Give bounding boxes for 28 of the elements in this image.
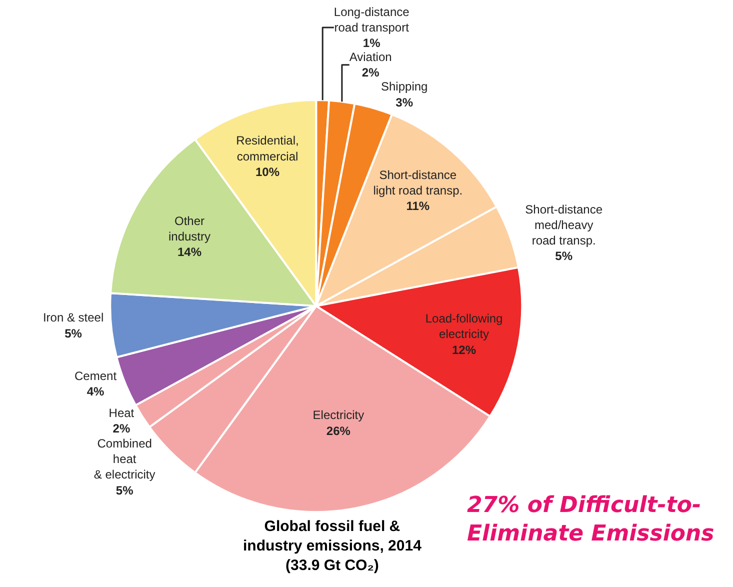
data-label: 10%: [255, 164, 280, 179]
data-label: 1%: [362, 36, 381, 50]
slice-label: Iron & steel: [42, 310, 104, 325]
data-label: 5%: [116, 483, 134, 498]
slice-label: Aviation: [349, 50, 392, 64]
slice-label: Load-following electricity: [425, 312, 503, 342]
text: Global fossil fuel & industry emissions, 2014 (33.9 Gt CO₂): [243, 518, 422, 574]
slice-label: Shipping: [380, 80, 428, 94]
slice-label: Combined heat & electricity: [94, 436, 156, 482]
data-label: 26%: [326, 424, 351, 438]
text: 27% of Difficult-to- Eliminate Emissions: [467, 493, 714, 547]
slice-label: Heat: [108, 406, 135, 420]
slice-label: Other industry: [168, 214, 211, 244]
data-label: 5%: [555, 249, 573, 264]
slice-label: Short-distance med/heavy road transp.: [525, 202, 603, 248]
slice-label: Residential, commercial: [236, 134, 299, 164]
slice-label: Long-distance road transport: [334, 4, 410, 35]
data-label: 14%: [178, 244, 202, 259]
slice-label: Cement: [74, 369, 118, 384]
data-label: 2%: [112, 421, 130, 436]
data-label: 4%: [86, 384, 105, 399]
data-label: 3%: [396, 95, 414, 110]
slice-label: Electricity: [312, 408, 364, 422]
data-label: 12%: [452, 342, 476, 357]
data-label: 5%: [64, 326, 82, 340]
slice-label: Short-distance light road transp.: [373, 168, 463, 198]
data-label: 2%: [362, 66, 380, 80]
data-label: 11%: [406, 199, 430, 214]
